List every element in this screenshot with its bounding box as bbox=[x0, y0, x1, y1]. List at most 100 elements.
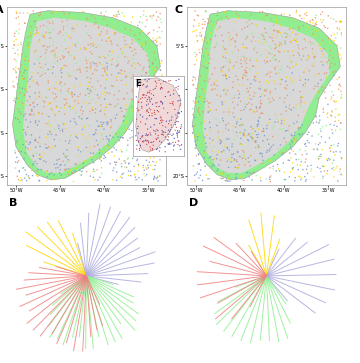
Point bbox=[199, 32, 204, 38]
Point bbox=[283, 108, 289, 114]
Point bbox=[227, 60, 233, 65]
Point bbox=[195, 132, 201, 138]
Point bbox=[267, 158, 273, 163]
Point bbox=[56, 156, 62, 162]
Point bbox=[132, 174, 138, 180]
Point bbox=[337, 57, 343, 63]
Point bbox=[211, 163, 217, 169]
Point bbox=[209, 87, 215, 93]
Point bbox=[272, 66, 278, 72]
Point bbox=[106, 35, 112, 41]
Point bbox=[121, 96, 127, 102]
Point bbox=[73, 43, 78, 49]
Point bbox=[50, 20, 56, 26]
Point bbox=[60, 49, 66, 54]
Point bbox=[63, 154, 69, 160]
Point bbox=[65, 74, 71, 79]
Point bbox=[233, 13, 238, 19]
Point bbox=[137, 30, 143, 36]
Point bbox=[143, 165, 149, 171]
Point bbox=[246, 174, 252, 180]
Point bbox=[51, 39, 57, 45]
Point bbox=[325, 156, 331, 162]
Point bbox=[289, 139, 295, 145]
Point bbox=[129, 48, 135, 54]
Point bbox=[31, 78, 36, 84]
Point bbox=[303, 177, 309, 183]
Point bbox=[212, 82, 217, 87]
Point bbox=[192, 123, 198, 129]
Point bbox=[154, 68, 160, 73]
Point bbox=[118, 46, 123, 52]
Point bbox=[255, 157, 260, 163]
Point bbox=[204, 74, 210, 80]
Point bbox=[258, 178, 264, 184]
Point bbox=[31, 160, 36, 166]
Point bbox=[150, 79, 156, 85]
Point bbox=[252, 109, 258, 115]
Point bbox=[332, 38, 337, 44]
Point bbox=[218, 138, 224, 144]
Point bbox=[121, 158, 127, 164]
Point bbox=[260, 128, 265, 134]
Point bbox=[310, 50, 316, 56]
Point bbox=[138, 44, 144, 50]
Point bbox=[298, 104, 303, 110]
Point bbox=[128, 168, 134, 174]
Point bbox=[196, 119, 202, 125]
Point bbox=[135, 83, 140, 89]
Polygon shape bbox=[193, 11, 340, 180]
Point bbox=[252, 74, 258, 79]
Point bbox=[192, 50, 198, 56]
Point bbox=[46, 146, 52, 151]
Point bbox=[150, 38, 156, 44]
Point bbox=[58, 68, 64, 73]
Point bbox=[232, 38, 238, 44]
Point bbox=[233, 44, 238, 49]
Point bbox=[264, 149, 270, 155]
Point bbox=[313, 12, 319, 18]
Point bbox=[70, 42, 76, 48]
Point bbox=[13, 115, 18, 121]
Point bbox=[17, 26, 22, 32]
Point bbox=[43, 145, 49, 151]
Point bbox=[154, 36, 160, 41]
Point bbox=[249, 21, 255, 26]
Point bbox=[296, 19, 302, 25]
Point bbox=[20, 101, 26, 106]
Point bbox=[151, 54, 157, 60]
Point bbox=[214, 83, 220, 89]
Point bbox=[256, 85, 262, 91]
Point bbox=[148, 127, 154, 132]
Point bbox=[249, 171, 255, 177]
Point bbox=[338, 88, 344, 94]
Point bbox=[81, 164, 86, 170]
Point bbox=[155, 178, 161, 184]
Point bbox=[315, 164, 320, 170]
Point bbox=[217, 175, 223, 181]
Point bbox=[282, 30, 288, 36]
Point bbox=[79, 169, 85, 175]
Point bbox=[259, 101, 265, 107]
Point bbox=[101, 53, 107, 59]
Point bbox=[288, 132, 294, 138]
Point bbox=[41, 104, 47, 110]
Point bbox=[257, 175, 263, 180]
Point bbox=[57, 81, 63, 87]
Point bbox=[69, 94, 75, 100]
Point bbox=[279, 118, 285, 124]
Point bbox=[50, 70, 55, 76]
Point bbox=[167, 131, 173, 137]
Point bbox=[149, 113, 155, 118]
Point bbox=[319, 134, 324, 140]
Point bbox=[37, 152, 42, 158]
Point bbox=[312, 21, 318, 27]
Point bbox=[16, 95, 22, 101]
Point bbox=[246, 159, 252, 165]
Point bbox=[44, 121, 50, 127]
Point bbox=[190, 29, 196, 35]
Point bbox=[118, 68, 124, 73]
Point bbox=[97, 150, 103, 156]
Point bbox=[32, 138, 38, 144]
Point bbox=[104, 101, 110, 107]
